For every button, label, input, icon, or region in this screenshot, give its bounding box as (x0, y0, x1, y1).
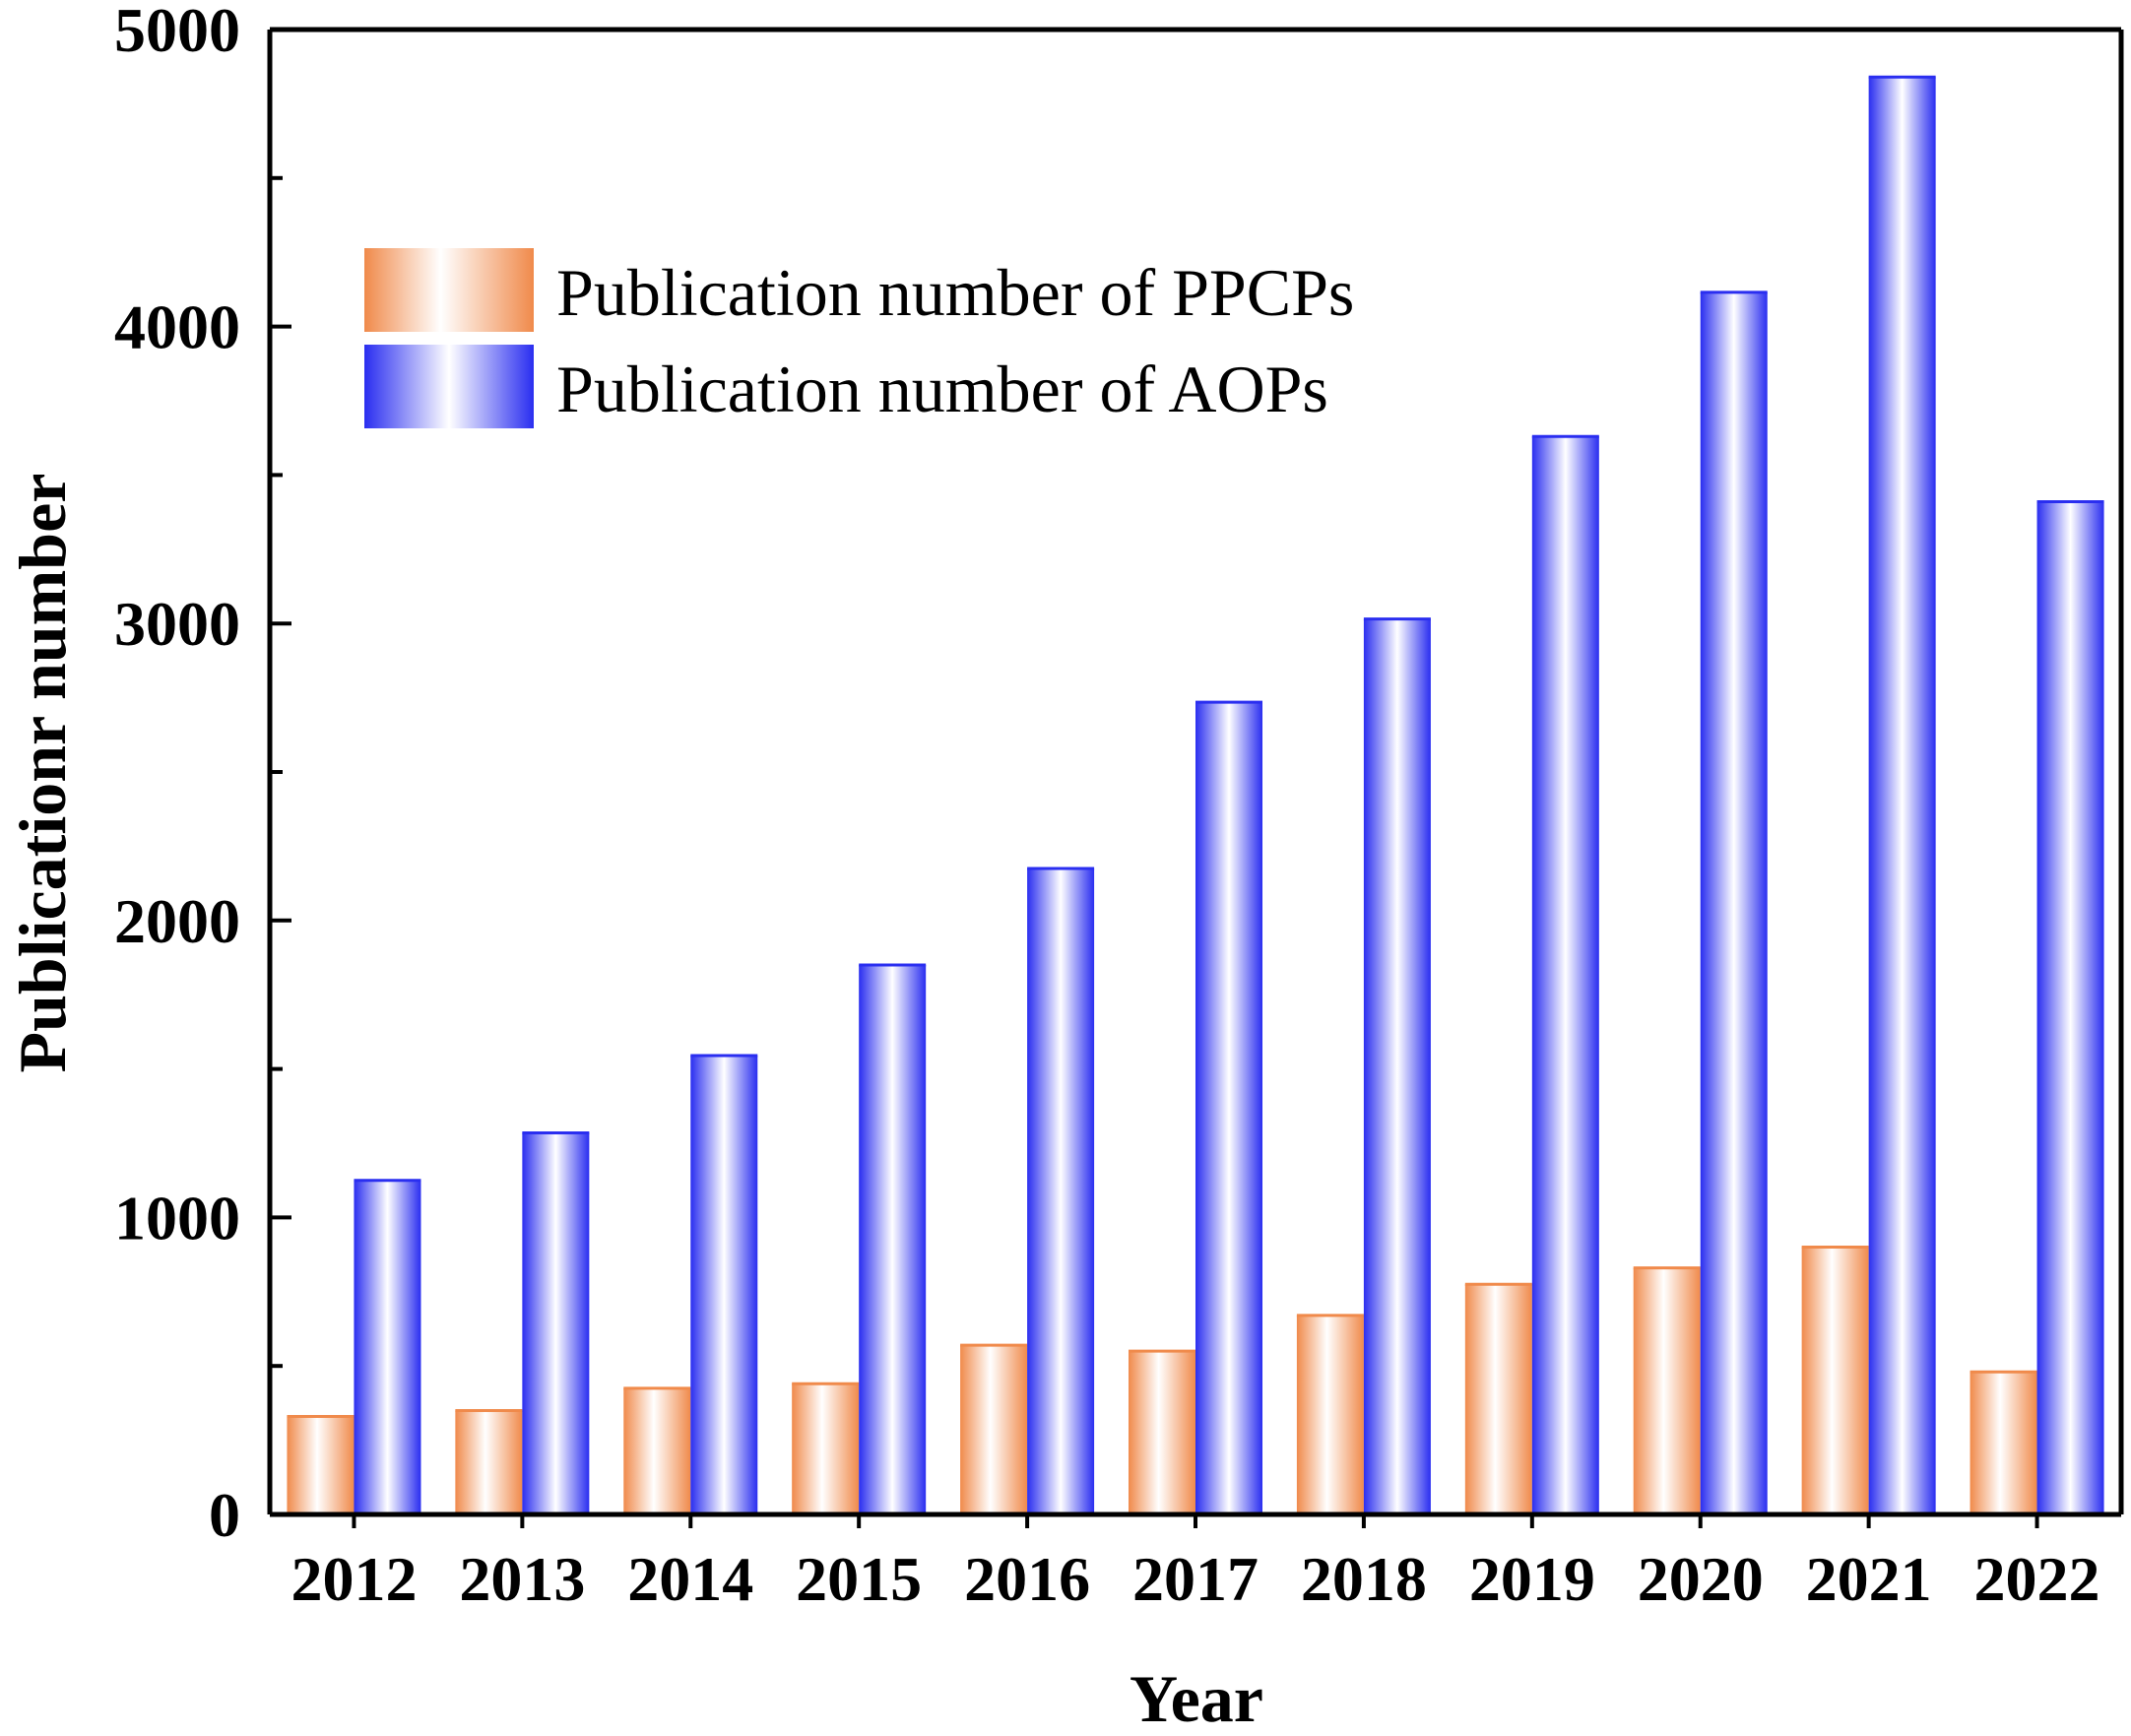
y-tick-label-4000: 4000 (114, 292, 240, 362)
x-tick-label-2012: 2012 (291, 1544, 417, 1614)
legend-label-ppcps: Publication number of PPCPs (556, 255, 1354, 330)
x-tick-label-2015: 2015 (796, 1544, 922, 1614)
bar-aops-2013 (522, 1132, 590, 1514)
axes-layer: 2012 2013 2014 2015 2016 2017 2018 2019 2020 2021… (114, 0, 2124, 1614)
bar-aops-2019 (1531, 436, 1599, 1514)
bar-aops-2022 (2036, 501, 2104, 1515)
bar-ppcps-2022 (1970, 1372, 2037, 1514)
bar-ppcps-2020 (1633, 1267, 1701, 1514)
y-axis-title: Publicationr number (5, 474, 80, 1073)
bar-ppcps-2018 (1296, 1315, 1364, 1514)
x-axis-title: Year (1130, 1661, 1263, 1736)
bar-ppcps-2016 (960, 1345, 1028, 1514)
x-tick-label-2013: 2013 (459, 1544, 585, 1614)
x-tick-label-2020: 2020 (1638, 1544, 1764, 1614)
y-tick-label-5000: 5000 (114, 0, 240, 65)
x-tick-label-2022: 2022 (1974, 1544, 2100, 1614)
bar-aops-2020 (1700, 291, 1768, 1514)
bar-ppcps-2015 (792, 1383, 860, 1514)
legend-swatch-ppcps (364, 248, 534, 332)
x-tick-label-2021: 2021 (1806, 1544, 1932, 1614)
bar-aops-2014 (690, 1056, 758, 1514)
bar-ppcps-2014 (623, 1387, 691, 1514)
bar-aops-2018 (1363, 618, 1431, 1514)
x-tick-label-2014: 2014 (627, 1544, 753, 1614)
bar-ppcps-2021 (1801, 1247, 1869, 1514)
bar-aops-2021 (1868, 77, 1936, 1515)
x-tick-label-2016: 2016 (964, 1544, 1090, 1614)
bar-aops-2017 (1195, 702, 1262, 1514)
x-tick-label-2018: 2018 (1301, 1544, 1427, 1614)
legend-label-aops: Publication number of AOPs (556, 352, 1328, 426)
x-tick-label-2019: 2019 (1469, 1544, 1595, 1614)
bar-aops-2015 (859, 965, 927, 1514)
y-tick-label-1000: 1000 (114, 1183, 240, 1253)
legend-swatch-aops (364, 345, 534, 428)
bar-ppcps-2013 (455, 1410, 523, 1514)
legend: Publication number of PPCPs Publication … (364, 248, 1354, 428)
x-tick-label-2017: 2017 (1132, 1544, 1259, 1614)
bar-ppcps-2017 (1129, 1351, 1195, 1514)
y-tick-label-0: 0 (209, 1480, 240, 1550)
bar-aops-2012 (354, 1180, 421, 1514)
y-tick-label-3000: 3000 (114, 589, 240, 659)
y-tick-label-2000: 2000 (114, 886, 240, 956)
bar-ppcps-2012 (287, 1416, 355, 1514)
bars-layer (287, 75, 2104, 1515)
bar-aops-2016 (1027, 868, 1095, 1514)
bar-ppcps-2019 (1464, 1284, 1532, 1514)
